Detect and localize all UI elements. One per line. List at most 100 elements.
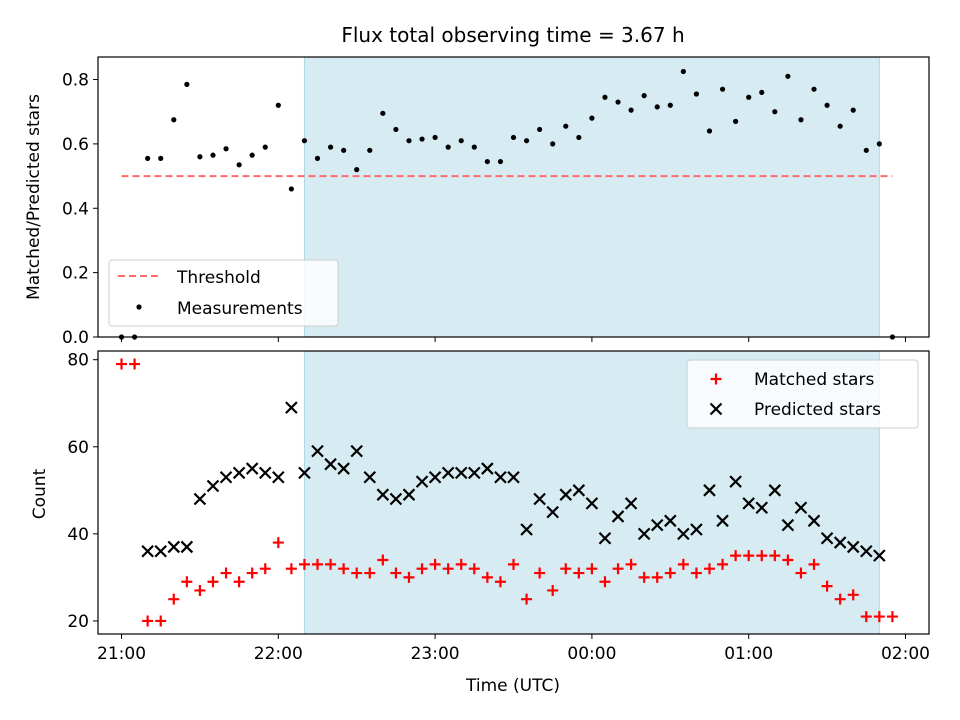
axes-border <box>97 350 930 635</box>
measurement-point <box>406 138 412 144</box>
predicted-stars-marker <box>598 531 612 545</box>
matched-stars-marker <box>259 563 271 575</box>
matched-stars-marker <box>312 558 324 570</box>
predicted-stars-marker <box>742 497 755 510</box>
predicted-stars-marker <box>285 401 298 414</box>
predicted-stars-marker <box>389 492 403 506</box>
matched-stars-marker <box>730 550 742 562</box>
measurement-point <box>288 186 294 192</box>
measurement-point <box>367 147 373 153</box>
x-tick-label: 22:00 <box>254 644 303 664</box>
matched-stars-marker <box>116 358 128 370</box>
measurement-point <box>236 162 242 168</box>
measurement-point <box>471 144 477 150</box>
measurement-point <box>380 110 386 116</box>
x-tick-label: 01:00 <box>724 644 773 664</box>
x-tick-label: 00:00 <box>567 644 616 664</box>
matched-stars-marker <box>547 584 559 596</box>
measurement-point <box>458 138 464 144</box>
observing-window-shade-top <box>303 56 880 338</box>
predicted-stars-marker <box>781 518 795 532</box>
measurement-point <box>615 99 621 105</box>
measurement-point <box>249 152 255 158</box>
predicted-stars-marker <box>768 484 782 497</box>
predicted-stars-marker <box>677 527 690 541</box>
matched-stars-marker <box>573 567 585 579</box>
predicted-stars-marker <box>637 527 651 541</box>
measurement-point <box>589 115 595 121</box>
top-y-axis-label: Matched/Predicted stars <box>24 94 44 300</box>
matched-stars-marker <box>795 567 807 579</box>
matched-stars-marker <box>429 558 441 570</box>
measurement-points <box>118 68 896 340</box>
predicted-stars-marker <box>206 479 220 493</box>
predicted-stars-marker <box>729 475 742 488</box>
matched-stars-marker <box>717 558 729 570</box>
measurement-point <box>628 107 634 113</box>
predicted-stars-marker <box>585 497 599 510</box>
bottom-legend: Matched stars Predicted stars <box>686 359 919 429</box>
predicted-stars-marker <box>141 544 154 558</box>
matched-stars-marker <box>834 593 846 605</box>
x-tick-label: 23:00 <box>411 644 460 664</box>
bottom-y-ticks: 20 40 60 80 <box>67 351 98 632</box>
measurement-point <box>445 144 451 150</box>
matched-stars-marker <box>808 558 820 570</box>
measurement-point <box>850 107 856 113</box>
measurement-point <box>563 123 569 129</box>
measurement-point <box>210 152 216 158</box>
measurement-point <box>145 155 151 161</box>
matched-stars-marker <box>743 550 755 562</box>
predicted-stars-marker <box>245 462 259 475</box>
predicted-stars-marker <box>650 518 664 532</box>
matched-stars-legend-marker <box>710 373 722 385</box>
predicted-stars-marker <box>546 505 559 519</box>
measurement-point <box>602 94 608 100</box>
matched-stars-marker <box>403 571 415 583</box>
matched-stars-marker <box>625 558 637 570</box>
matched-stars-marker <box>285 563 297 575</box>
predicted-stars-marker <box>572 484 586 497</box>
measurement-point <box>341 147 347 153</box>
predicted-stars-legend-marker <box>709 402 723 416</box>
x-tick-label: 02:00 <box>881 644 930 664</box>
measurement-point <box>680 68 686 75</box>
bottom-x-ticks: 21:00 22:00 23:00 00:00 01:00 02:00 <box>97 634 930 664</box>
measurement-point <box>772 109 778 115</box>
matched-stars-marker <box>508 558 519 570</box>
y-tick-label: 0.0 <box>62 328 89 348</box>
y-tick-label: 20 <box>67 612 89 632</box>
matched-stars-legend-label: Matched stars <box>754 370 874 390</box>
matched-stars-marker <box>586 563 598 575</box>
matched-stars-marker <box>325 558 337 570</box>
predicted-stars-marker <box>402 488 416 501</box>
matched-stars-marker <box>873 611 885 623</box>
matched-stars-marker <box>129 358 141 370</box>
measurement-point <box>197 154 203 160</box>
measurement-point <box>576 134 582 141</box>
matched-stars-marker <box>220 567 232 579</box>
matched-stars-marker <box>821 580 833 592</box>
measurement-point <box>667 102 673 108</box>
measurement-point <box>354 167 360 173</box>
matched-stars-marker <box>377 554 389 566</box>
predicted-stars-marker <box>232 466 246 480</box>
measurements-legend-swatch <box>136 304 142 310</box>
matched-stars-marker <box>651 571 663 583</box>
predicted-stars-marker <box>846 540 860 554</box>
predicted-stars-marker <box>337 462 350 475</box>
matched-stars-marker <box>142 615 154 627</box>
matched-stars-marker <box>756 550 768 562</box>
matched-stars-marker <box>690 567 702 579</box>
measurement-point <box>798 117 804 123</box>
measurement-point <box>641 93 647 99</box>
measurement-point <box>785 73 791 79</box>
measurement-point <box>811 86 817 92</box>
predicted-stars-marker <box>833 536 847 549</box>
predicted-stars-marker <box>533 492 546 506</box>
predicted-stars-legend-swatch <box>709 402 723 416</box>
measurement-point <box>759 89 765 96</box>
y-tick-label: 80 <box>67 351 89 371</box>
matched-stars-marker <box>769 550 781 562</box>
